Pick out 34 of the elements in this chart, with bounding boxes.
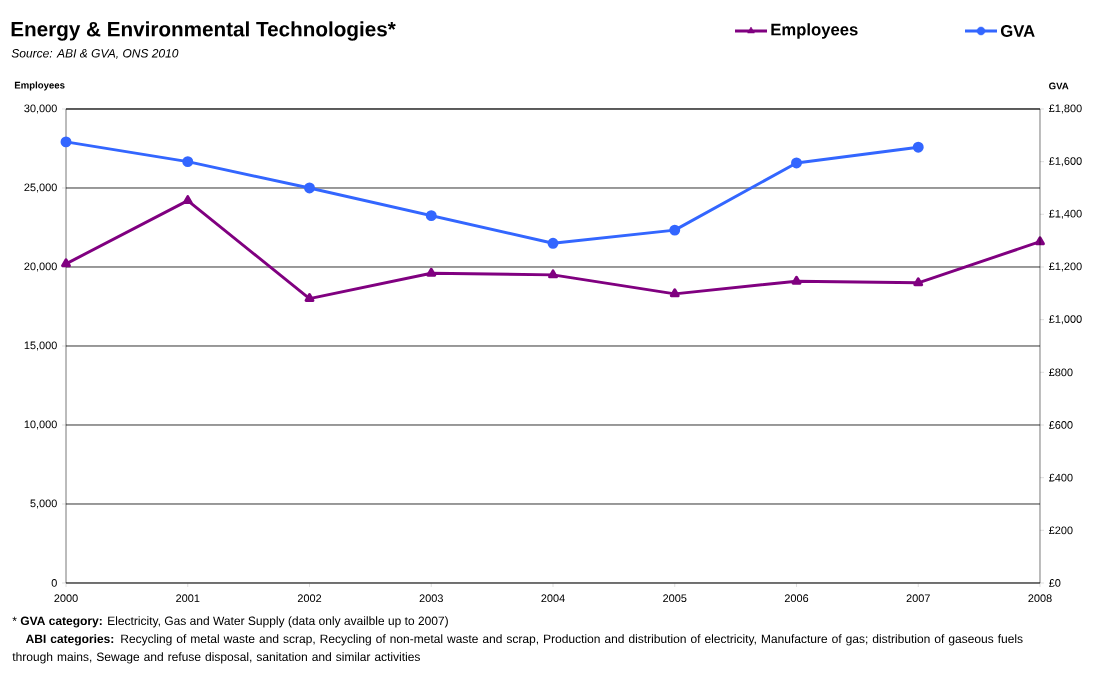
x-tick-label: 2007 (906, 594, 930, 603)
y-tick-label: 15,000 (24, 341, 57, 351)
chart-title: Energy & Environmental Technologies* (11, 21, 396, 41)
y2-tick-label: £400 (1049, 473, 1073, 482)
y2-tick-label: £800 (1049, 368, 1073, 377)
text: *GVA category: Electricity, Gas and Water Supply (data only availble up to 2007) (12, 616, 448, 628)
y2-tick-label: £1,400 (1049, 209, 1082, 219)
text: ABI categories: Recycling of metal waste and scrap, Recycling of non-metal waste and scrap, Production and distribution of electricity, Manufacture of gas; distribution of gaseous fuels through mains, Sewage and refuse disposal, sanitation and similar activities (12, 634, 1023, 664)
y2-tick-label: £0 (1049, 579, 1061, 587)
y-tick-label: 10,000 (24, 420, 57, 430)
y2-tick-label: £1,600 (1049, 157, 1082, 167)
x-tick-label: 2002 (297, 594, 322, 603)
chart-subtitle: Source: ABI & GVA, ONS 2010 (11, 49, 179, 59)
x-tick-label: 2004 (541, 594, 565, 603)
x-tick-label: 2005 (663, 594, 687, 603)
y2-tick-label: £600 (1049, 421, 1073, 429)
y-tick-label: 5,000 (30, 499, 57, 509)
y2-tick-label: £1,000 (1049, 315, 1082, 325)
x-tick-label: 2000 (54, 594, 78, 603)
y2-tick-label: £1,200 (1049, 262, 1082, 272)
y-tick-label: 0 (51, 579, 57, 587)
y-axis-title: Employees (14, 81, 65, 91)
y2-axis-title: GVA (1049, 82, 1069, 90)
y-tick-label: 30,000 (24, 104, 57, 114)
x-tick-label: 2003 (419, 594, 443, 603)
y2-tick-label: £200 (1049, 526, 1073, 535)
x-tick-label: 2001 (176, 594, 200, 603)
y-tick-label: 20,000 (24, 262, 57, 272)
x-tick-label: 2006 (784, 594, 809, 603)
legend-label: Employees (771, 23, 858, 39)
y2-tick-label: £1,800 (1049, 104, 1082, 114)
y-tick-label: 25,000 (24, 183, 57, 193)
x-tick-label: 2008 (1028, 594, 1052, 603)
legend-label: GVA (1000, 25, 1035, 37)
